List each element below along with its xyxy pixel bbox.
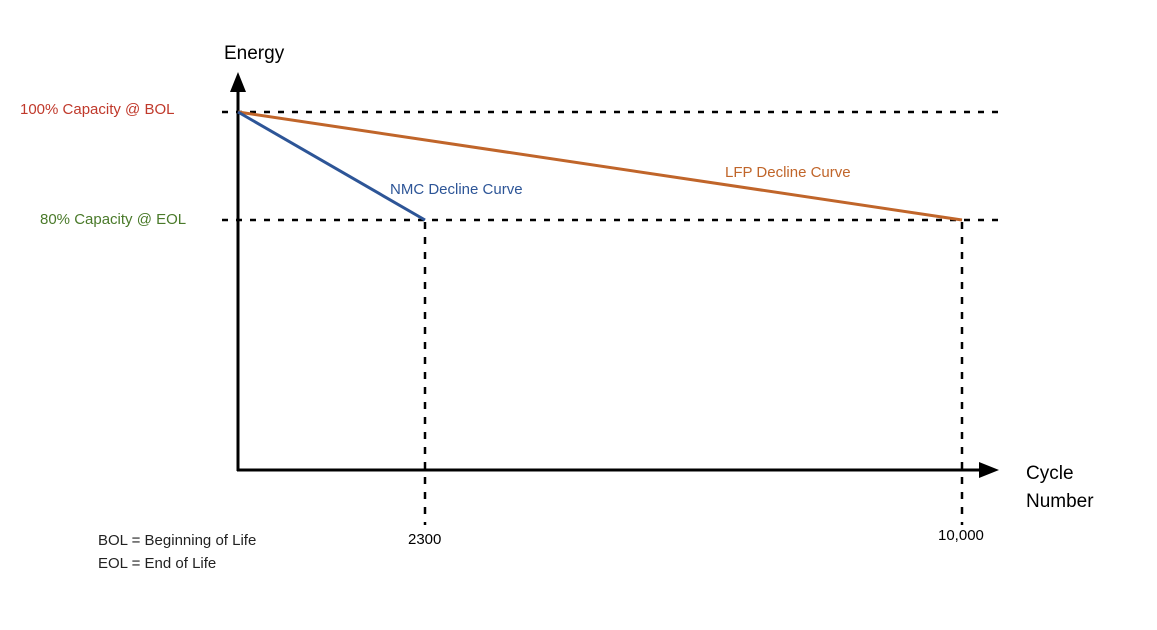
x-axis-arrow-icon [979, 462, 999, 478]
nmc-curve-label: NMC Decline Curve [390, 181, 523, 198]
x-tick-10000: 10,000 [938, 527, 984, 544]
lfp-curve-label: LFP Decline Curve [725, 164, 851, 181]
footnote-bol: BOL = Beginning of Life [98, 532, 257, 549]
x-axis-label-line1: Cycle [1026, 463, 1074, 484]
lfp-decline-curve [237, 110, 963, 222]
footnote-eol: EOL = End of Life [98, 555, 217, 572]
eol-level-label: 80% Capacity @ EOL [40, 211, 187, 228]
x-tick-2300: 2300 [408, 531, 442, 548]
y-axis-label: Energy [224, 43, 285, 64]
nmc-decline-curve [237, 110, 426, 222]
y-axis-arrow-icon [230, 72, 246, 92]
bol-level-label: 100% Capacity @ BOL [20, 101, 175, 118]
x-axis-label-line2: Number [1026, 491, 1094, 512]
